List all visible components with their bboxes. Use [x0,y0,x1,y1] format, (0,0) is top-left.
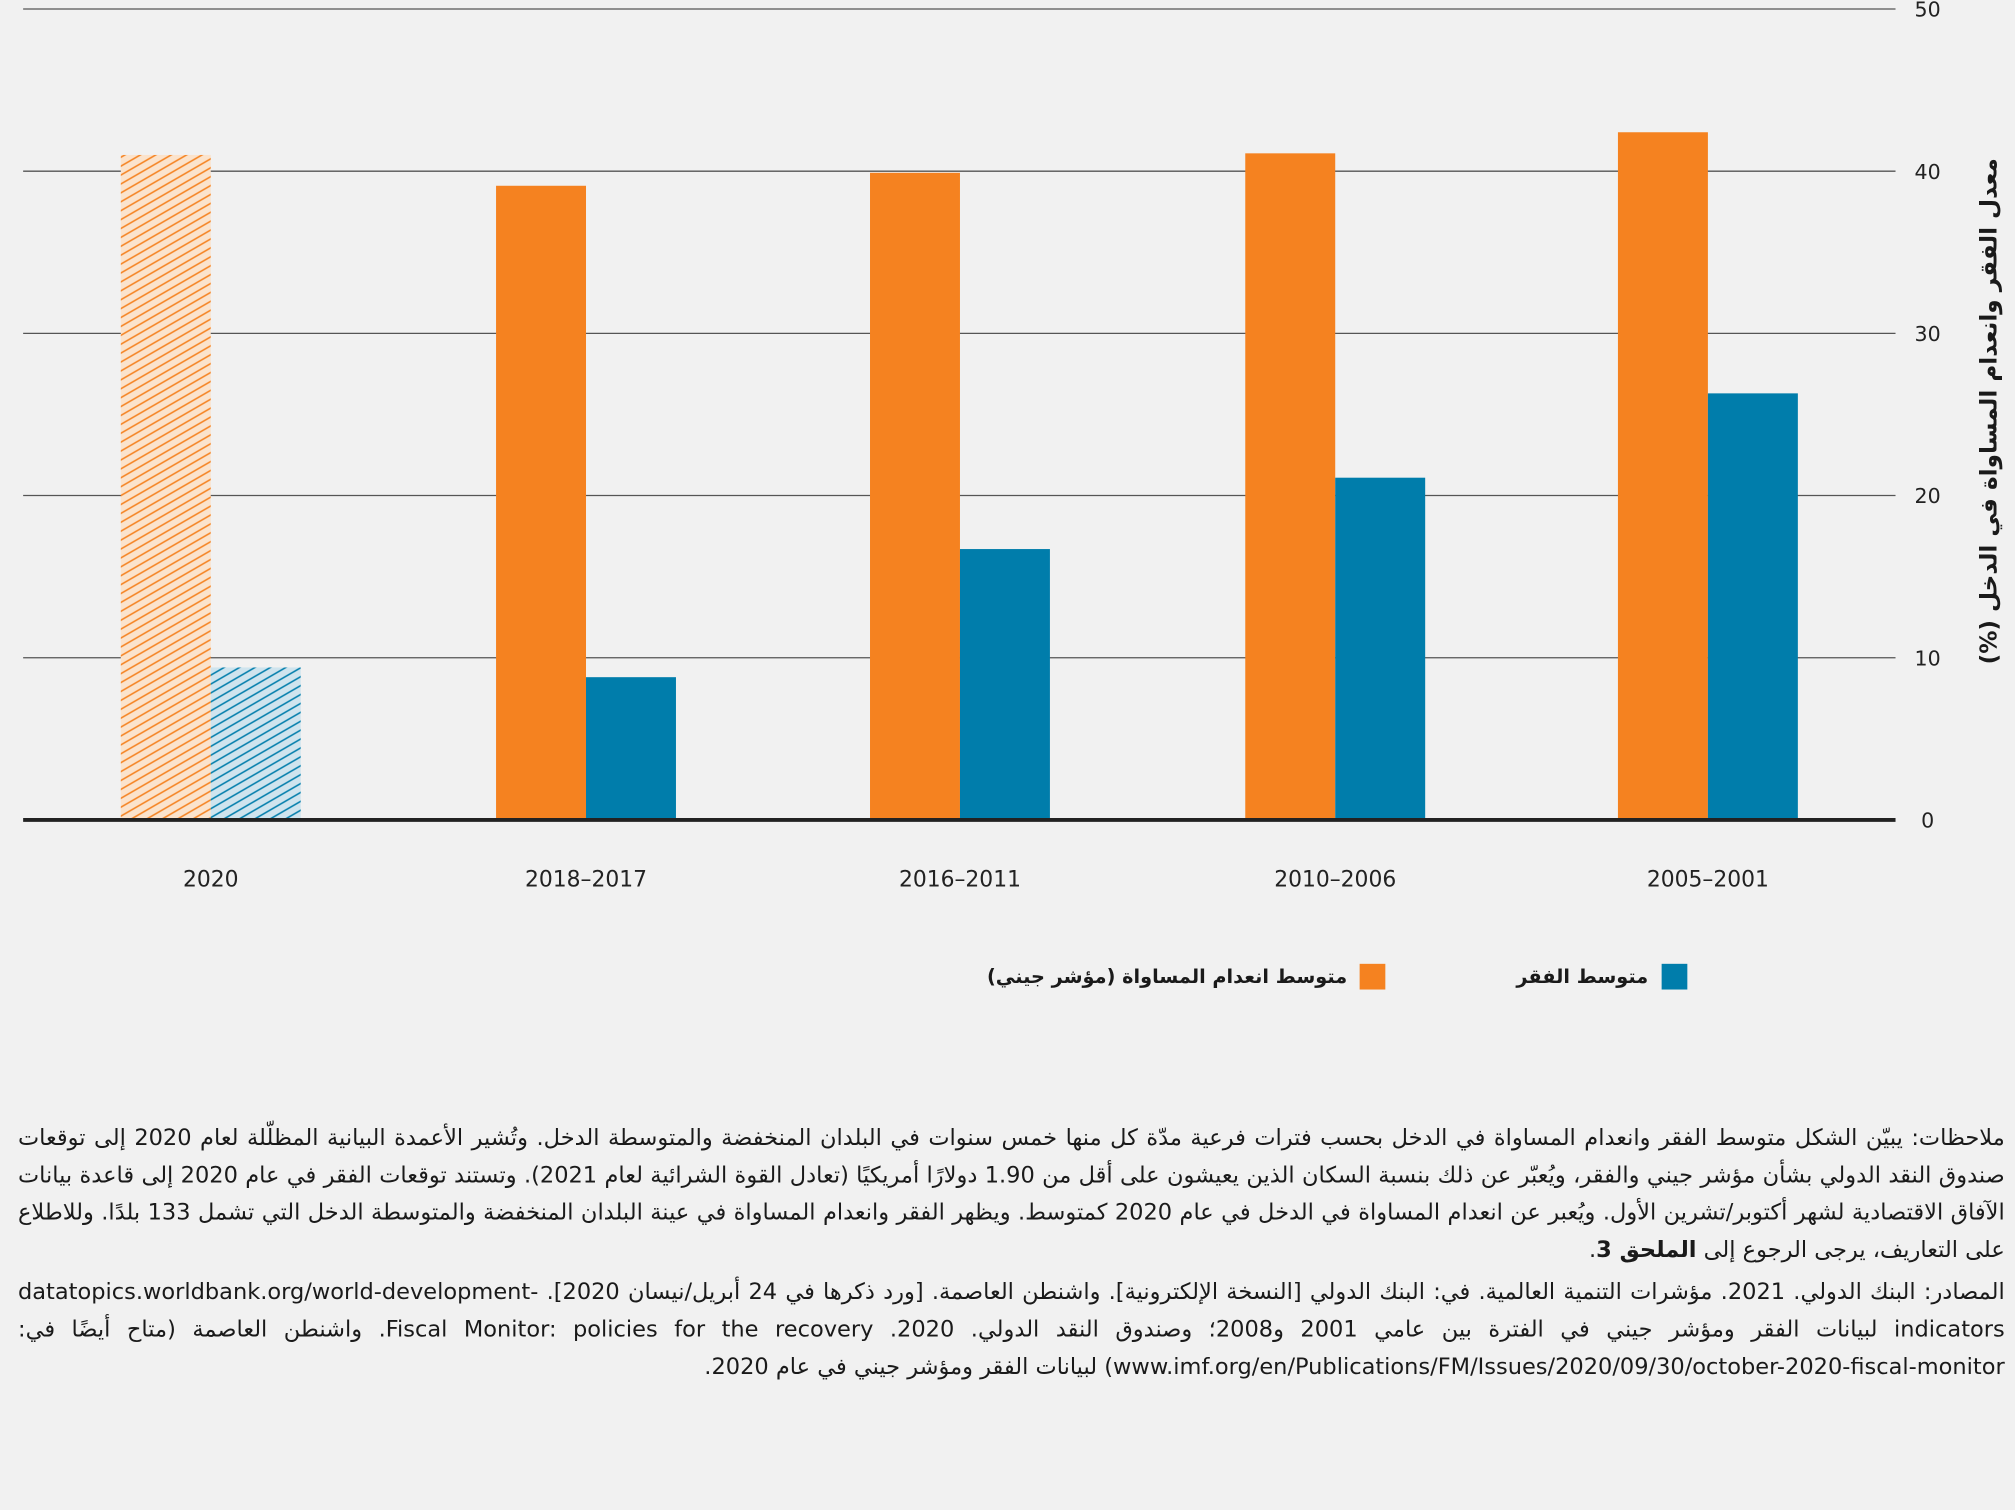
y-axis-label: معدل الفقر وانعدام المساواة في الدخل (%) [1975,158,2003,665]
bar-poverty [586,677,676,820]
legend-item-inequality: متوسط انعدام المساواة (مؤشر جيني) [986,963,1386,990]
y-tick-label: 10 [1915,646,1941,670]
sources-paragraph: المصادر: البنك الدولي. 2021. مؤشرات التن… [17,1279,2005,1381]
x-tick-label: 2005–2001 [1647,868,1769,893]
legend-swatch-orange [1360,963,1386,990]
y-tick-label: 0 [1921,809,1934,833]
legend-label: متوسط انعدام المساواة (مؤشر جيني) [986,965,1348,989]
y-tick-label: 30 [1915,322,1941,346]
bar-poverty [210,667,301,820]
notes-paragraph: ملاحظات: يبيّن الشكل متوسط الفقر وانعدام… [17,1125,2005,1264]
bar-inequality [120,154,211,820]
x-tick-label: 2018–2017 [525,868,647,893]
bar-poverty [1707,393,1798,820]
bar-poverty [959,549,1050,820]
bar-inequality [1245,153,1336,820]
legend-item-poverty: متوسط الفقر [1516,963,1687,990]
bar-inequality [496,185,587,820]
y-tick-label: 40 [1915,160,1941,184]
notes-section: ملاحظات: يبيّن الشكل متوسط الفقر وانعدام… [18,1121,2005,1392]
bar-inequality [1617,132,1708,820]
notes-text: ملاحظات: يبيّن الشكل متوسط الفقر وانعدام… [17,1125,2005,1264]
x-tick-label: 2020 [183,868,239,893]
legend-label: متوسط الفقر [1516,965,1649,989]
bar-chart: 0 10 20 30 40 50 2020 2018–2017 2016–2011 2010–20… [23,0,1941,893]
legend-swatch-blue [1661,963,1687,990]
bar-inequality [870,172,960,820]
bar-poverty [1335,477,1426,820]
x-tick-label: 2016–2011 [899,868,1021,893]
annex-reference: الملحق 3 [1596,1237,1697,1264]
y-tick-label: 50 [1915,0,1941,22]
y-tick-label: 20 [1915,484,1941,508]
x-tick-label: 2010–2006 [1274,868,1396,893]
